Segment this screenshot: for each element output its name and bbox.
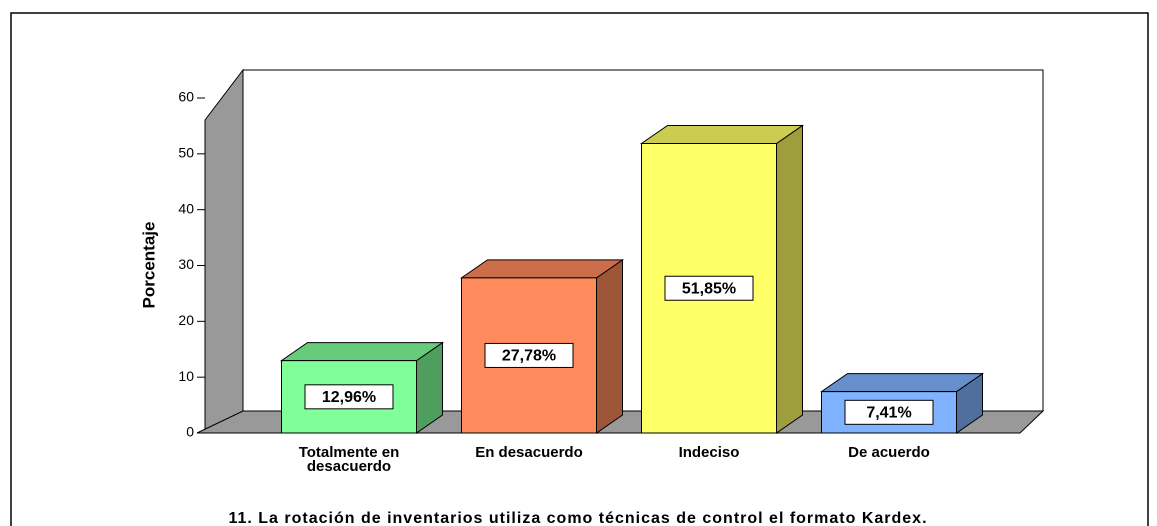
y-tick-label: 50 xyxy=(178,145,194,161)
value-label: 51,85% xyxy=(682,280,736,297)
x-tick-label-line: Totalmente en xyxy=(299,444,400,461)
bar xyxy=(459,258,625,434)
bar-top xyxy=(279,342,445,362)
x-tick-label: De acuerdo xyxy=(848,444,930,461)
value-label: 12,96% xyxy=(322,389,376,406)
y-tick-label: 60 xyxy=(178,89,194,105)
y-tick-label: 30 xyxy=(178,256,194,272)
value-label: 27,78% xyxy=(502,348,556,365)
y-axis-label: Porcentaje xyxy=(139,222,158,309)
value-label-box xyxy=(664,275,754,301)
y-tick-label: 40 xyxy=(178,200,194,216)
x-tick-label: En desacuerdo xyxy=(475,444,583,461)
bar-top xyxy=(819,373,985,393)
bar-side xyxy=(596,258,623,434)
x-tick-label: Indeciso xyxy=(679,444,740,461)
chart-title: 11. La rotación de inventarios utiliza c… xyxy=(228,510,927,526)
bar-top xyxy=(459,259,625,279)
value-label-box xyxy=(304,384,394,410)
frame xyxy=(10,12,1149,526)
y-tick-label: 20 xyxy=(178,312,194,328)
left-wall xyxy=(204,68,244,434)
x-tick-label: Totalmente en desacuerdo xyxy=(299,444,400,475)
bar-top xyxy=(639,125,805,145)
y-tick-label: 0 xyxy=(186,424,194,440)
value-label: 7,41% xyxy=(866,405,911,422)
value-label-box xyxy=(844,399,934,425)
value-label-box xyxy=(484,342,574,368)
bar-side xyxy=(776,124,803,434)
y-tick-label: 10 xyxy=(178,368,194,384)
x-tick-label-line: desacuerdo xyxy=(307,458,391,475)
bar xyxy=(639,124,805,434)
